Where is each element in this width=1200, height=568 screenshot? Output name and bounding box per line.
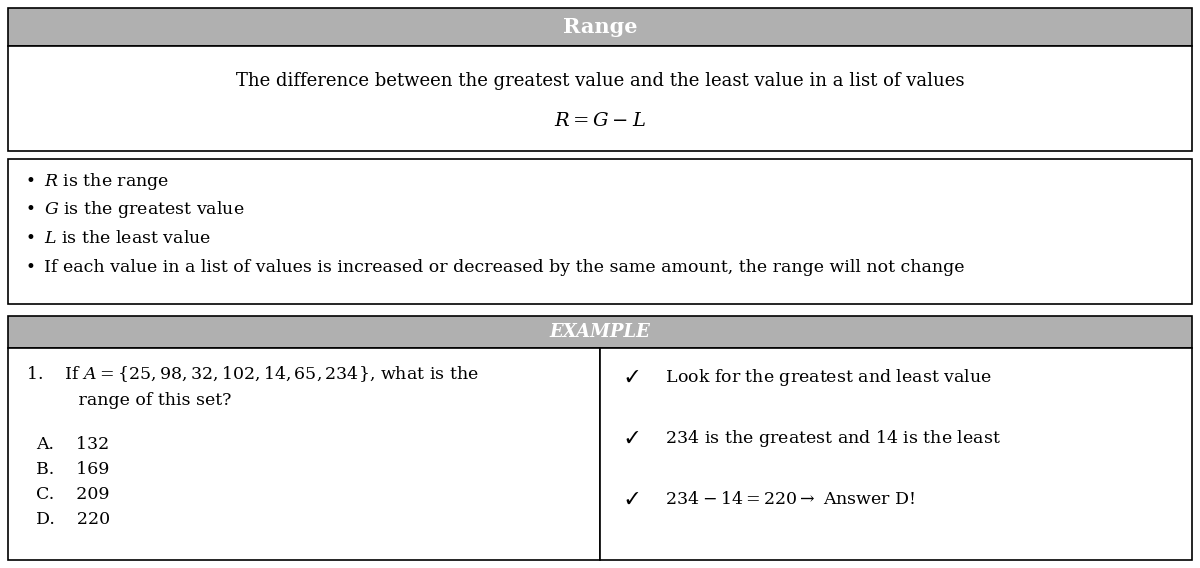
- Bar: [8, 8, 1192, 46]
- Text: •: •: [25, 230, 35, 247]
- Bar: [8, 348, 600, 560]
- Text: Range: Range: [563, 17, 637, 37]
- Text: •: •: [25, 201, 35, 218]
- Text: $\checkmark$     $234 - 14 = 220 \rightarrow$ Answer D!: $\checkmark$ $234 - 14 = 220 \rightarrow…: [625, 491, 916, 508]
- Text: B.    169: B. 169: [36, 461, 109, 478]
- Bar: [8, 159, 1192, 304]
- Text: A.    132: A. 132: [36, 436, 109, 453]
- Text: $R$ is the range: $R$ is the range: [44, 170, 169, 191]
- Text: The difference between the greatest value and the least value in a list of value: The difference between the greatest valu…: [235, 72, 965, 90]
- Text: 1.    If $A = \{25, 98, 32, 102, 14, 65, 234\}$, what is the: 1. If $A = \{25, 98, 32, 102, 14, 65, 23…: [26, 364, 479, 384]
- Text: range of this set?: range of this set?: [40, 392, 232, 409]
- Text: If each value in a list of values is increased or decreased by the same amount, : If each value in a list of values is inc…: [44, 259, 965, 275]
- Text: D.    220: D. 220: [36, 511, 110, 528]
- Text: $\checkmark$     Look for the greatest and least value: $\checkmark$ Look for the greatest and l…: [625, 367, 992, 389]
- Text: $R = G - L$: $R = G - L$: [554, 111, 646, 130]
- Text: EXAMPLE: EXAMPLE: [550, 323, 650, 341]
- Text: •: •: [25, 173, 35, 190]
- Bar: [8, 316, 1192, 348]
- Bar: [600, 348, 1192, 560]
- Bar: [8, 46, 1192, 151]
- Text: $G$ is the greatest value: $G$ is the greatest value: [44, 199, 245, 220]
- Text: C.    209: C. 209: [36, 486, 109, 503]
- Text: $L$ is the least value: $L$ is the least value: [44, 230, 211, 247]
- Text: $\checkmark$     234 is the greatest and 14 is the least: $\checkmark$ 234 is the greatest and 14 …: [625, 428, 1001, 449]
- Text: •: •: [25, 259, 35, 275]
